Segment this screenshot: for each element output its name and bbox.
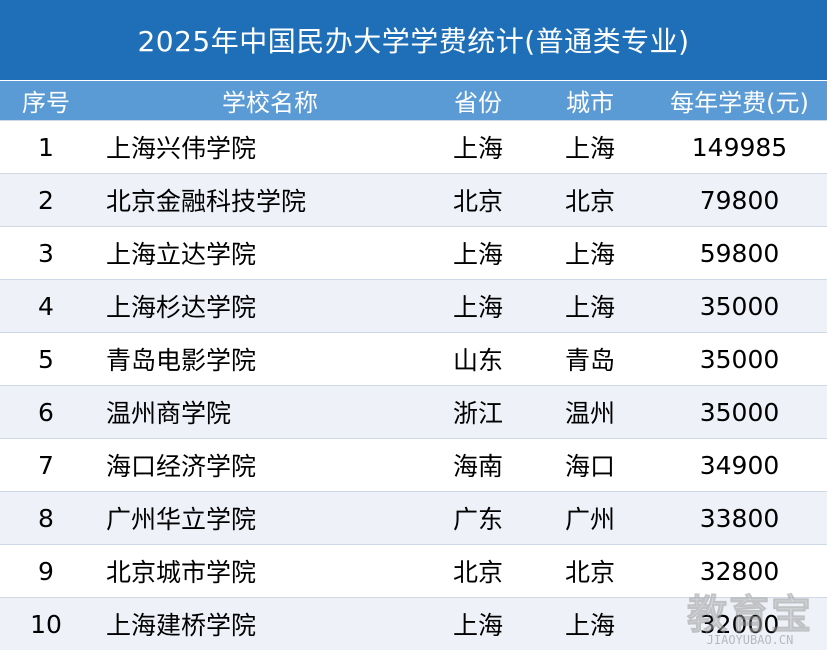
table-row: 2 北京金融科技学院 北京 北京 79800 [0, 173, 827, 226]
row-city: 上海 [564, 611, 615, 640]
row-no: 2 [38, 185, 54, 215]
row-fee: 34900 [699, 450, 780, 480]
header-city: 城市 [566, 89, 614, 117]
row-province: 上海 [452, 134, 503, 163]
row-no: 3 [38, 238, 54, 268]
table-row: 9 北京城市学院 北京 北京 32800 [0, 544, 827, 597]
row-no: 5 [38, 344, 54, 374]
table-title: 2025年中国民办大学学费统计(普通类专业) [137, 25, 690, 58]
table-row: 7 海口经济学院 海南 海口 34900 [0, 438, 827, 491]
row-province: 海南 [452, 452, 503, 481]
row-province: 上海 [452, 240, 503, 269]
row-fee: 35000 [699, 344, 780, 374]
table-row: 5 青岛电影学院 山东 青岛 35000 [0, 332, 827, 385]
row-name: 上海兴伟学院 [106, 134, 257, 163]
row-province: 浙江 [452, 399, 503, 428]
row-no: 4 [38, 291, 54, 321]
table-row: 4 上海杉达学院 上海 上海 35000 [0, 279, 827, 332]
table-row: 1 上海兴伟学院 上海 上海 149985 [0, 120, 827, 173]
row-province: 北京 [452, 558, 503, 587]
table-title-bar: 2025年中国民办大学学费统计(普通类专业) [0, 0, 827, 80]
tuition-table: 序号 学校名称 省份 城市 每年学费(元) 1 上海兴伟学院 上海 上海 149… [0, 80, 827, 650]
row-city: 上海 [564, 134, 615, 163]
row-name: 北京金融科技学院 [106, 187, 307, 216]
row-no: 9 [38, 556, 54, 586]
row-name: 上海杉达学院 [106, 293, 257, 322]
row-no: 1 [38, 132, 54, 162]
row-fee: 32000 [699, 609, 780, 639]
row-no: 10 [30, 609, 62, 639]
row-name: 青岛电影学院 [106, 346, 257, 375]
row-city: 上海 [564, 293, 615, 322]
row-fee: 59800 [699, 238, 780, 268]
row-province: 北京 [452, 187, 503, 216]
row-fee: 33800 [699, 503, 780, 533]
table-header-row: 序号 学校名称 省份 城市 每年学费(元) [0, 80, 827, 120]
row-city: 上海 [564, 240, 615, 269]
row-city: 广州 [564, 505, 615, 534]
row-city: 温州 [564, 399, 615, 428]
row-fee: 32800 [699, 556, 780, 586]
row-province: 上海 [452, 611, 503, 640]
row-name: 上海建桥学院 [106, 611, 257, 640]
row-fee: 35000 [699, 291, 780, 321]
table-row: 8 广州华立学院 广东 广州 33800 [0, 491, 827, 544]
table-row: 3 上海立达学院 上海 上海 59800 [0, 226, 827, 279]
row-city: 海口 [564, 452, 615, 481]
row-no: 7 [38, 450, 54, 480]
row-province: 上海 [452, 293, 503, 322]
table-row: 10 上海建桥学院 上海 上海 32000 [0, 597, 827, 650]
row-city: 北京 [564, 558, 615, 587]
row-province: 山东 [452, 346, 503, 375]
row-fee: 149985 [691, 132, 788, 162]
row-name: 北京城市学院 [106, 558, 257, 587]
header-name: 学校名称 [222, 89, 318, 117]
header-fee: 每年学费(元) [670, 89, 809, 117]
row-province: 广东 [452, 505, 503, 534]
table-row: 6 温州商学院 浙江 温州 35000 [0, 385, 827, 438]
row-no: 6 [38, 397, 54, 427]
row-name: 海口经济学院 [106, 452, 257, 481]
header-no: 序号 [22, 89, 70, 117]
row-city: 北京 [564, 187, 615, 216]
row-name: 温州商学院 [106, 399, 232, 428]
row-city: 青岛 [564, 346, 615, 375]
row-fee: 79800 [699, 185, 780, 215]
row-name: 广州华立学院 [106, 505, 257, 534]
row-name: 上海立达学院 [106, 240, 257, 269]
header-province: 省份 [454, 89, 502, 117]
row-fee: 35000 [699, 397, 780, 427]
row-no: 8 [38, 503, 54, 533]
